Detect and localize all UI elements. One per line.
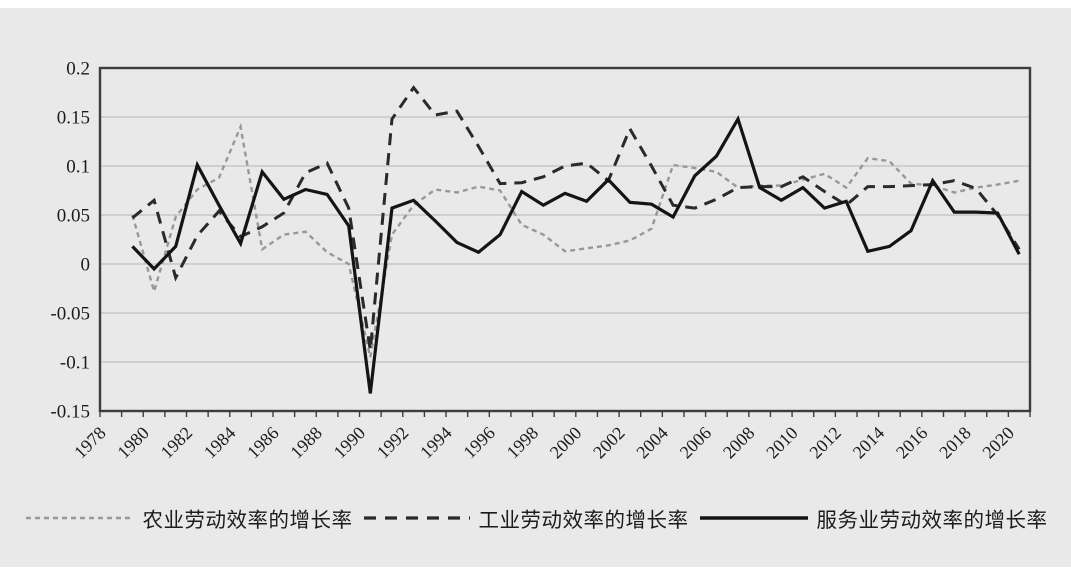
y-axis-label: -0.1 <box>60 353 90 374</box>
legend-label-agriculture: 农业劳动效率的增长率 <box>142 510 353 532</box>
x-axis-label: 2002 <box>589 423 629 463</box>
x-axis-label: 1982 <box>157 423 197 463</box>
legend-item-services: 服务业劳动效率的增长率 <box>698 503 1048 533</box>
y-axis-label: 0.1 <box>66 157 90 178</box>
legend-item-agriculture: 农业劳动效率的增长率 <box>24 503 353 533</box>
x-axis-label: 1998 <box>503 423 543 463</box>
x-axis-label: 1980 <box>113 423 153 463</box>
x-axis-label: 2018 <box>935 423 975 463</box>
x-axis-label: 2020 <box>978 423 1018 463</box>
legend-line-sample-dashed-black <box>363 516 470 520</box>
x-axis-label: 1988 <box>286 423 326 463</box>
x-axis-label: 1986 <box>243 423 283 463</box>
x-axis-label: 2014 <box>849 423 889 463</box>
x-axis-label: 2008 <box>719 423 759 463</box>
legend-line-sample-solid-black <box>699 516 808 520</box>
legend-label-services: 服务业劳动效率的增长率 <box>816 510 1048 532</box>
legend-label-industry: 工业劳动效率的增长率 <box>478 510 689 532</box>
x-axis-label: 2004 <box>632 423 672 463</box>
series-line-0 <box>131 122 1020 358</box>
x-axis-label: 1996 <box>459 423 499 463</box>
y-axis-label: -0.05 <box>50 304 90 325</box>
x-axis-label: 2000 <box>546 423 586 463</box>
x-axis-label: 1990 <box>330 423 370 463</box>
chart-panel-background <box>0 8 1071 567</box>
legend-line-sample-dashed-fine-gray <box>25 516 134 520</box>
x-axis-label: 2012 <box>805 423 845 463</box>
series-line-2 <box>131 115 1021 394</box>
legend-item-industry: 工业劳动效率的增长率 <box>362 503 689 533</box>
x-axis-label: 2010 <box>762 423 802 463</box>
y-axis-label: -0.15 <box>50 402 90 423</box>
x-axis-label: 1984 <box>200 423 240 463</box>
x-axis-label: 1992 <box>373 423 413 463</box>
x-axis-label: 2006 <box>676 423 716 463</box>
series-line-1 <box>131 85 1021 351</box>
x-axis-label: 1978 <box>70 423 110 463</box>
y-axis-label: 0.2 <box>66 59 90 80</box>
x-axis-label: 1994 <box>416 423 456 463</box>
x-axis-label: 2016 <box>892 423 932 463</box>
y-axis-label: 0 <box>81 255 91 276</box>
y-axis-label: 0.05 <box>57 206 90 227</box>
y-axis-label: 0.15 <box>57 108 90 129</box>
chart-legend: 农业劳动效率的增长率 工业劳动效率的增长率 服务业劳动效率的增长率 <box>0 503 1071 533</box>
plot-border <box>98 66 1032 413</box>
